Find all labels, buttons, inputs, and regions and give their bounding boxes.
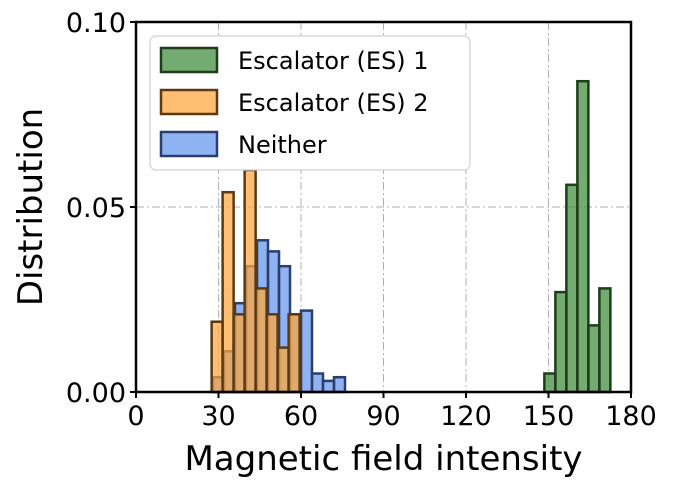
y-tick-label: 0.00	[66, 378, 126, 409]
y-tick-label: 0.05	[66, 193, 126, 224]
bar-escalator-es-2	[232, 313, 246, 394]
y-tick-label: 0.10	[66, 8, 126, 39]
legend-swatch	[159, 88, 219, 116]
x-tick-label: 90	[366, 401, 400, 432]
x-tick-label: 120	[440, 401, 492, 432]
bar-escalator-es-1	[554, 290, 568, 394]
tick-labels: 0 30 60 90 120 150 180 0.00 0.05 0.10	[66, 8, 657, 432]
bar-escalator-es-2	[254, 287, 268, 394]
bar-escalator-es-1	[543, 372, 557, 394]
legend-label: Neither	[238, 131, 327, 159]
x-tick-label: 180	[605, 401, 657, 432]
legend-swatch	[159, 46, 219, 74]
legend-box	[149, 35, 471, 171]
bar-escalator-es-2	[265, 313, 279, 394]
legend-label: Escalator (ES) 2	[238, 89, 429, 117]
bar-escalator-es-1	[565, 183, 579, 394]
bar-neither	[310, 372, 325, 394]
bar-escalator-es-1	[598, 287, 612, 394]
x-tick-label: 60	[284, 401, 318, 432]
bar-escalator-es-1	[576, 79, 590, 394]
legend-item-neither: Neither	[159, 130, 327, 159]
y-axis-label: Distribution	[11, 108, 51, 306]
bar-escalator-es-2	[221, 190, 235, 394]
x-tick-label: 30	[201, 401, 235, 432]
bar-escalator-es-1	[587, 324, 601, 394]
bar-escalator-es-2	[210, 320, 224, 394]
legend-item-escalator-es-2: Escalator (ES) 2	[159, 88, 429, 117]
legend: Escalator (ES) 1 Escalator (ES) 2 Neither	[149, 35, 471, 171]
bar-escalator-es-2	[287, 313, 301, 394]
x-axis-label: Magnetic field intensity	[184, 439, 582, 479]
x-tick-label: 0	[127, 401, 144, 432]
bar-escalator-es-2	[276, 346, 290, 394]
legend-swatch	[159, 130, 219, 158]
bar-neither	[299, 309, 314, 394]
x-tick-label: 150	[523, 401, 575, 432]
legend-label: Escalator (ES) 1	[238, 47, 429, 75]
bar-neither	[321, 379, 336, 394]
series-escalator-es-1	[543, 79, 612, 394]
legend-item-escalator-es-1: Escalator (ES) 1	[159, 46, 429, 75]
bar-neither	[332, 375, 347, 394]
bar-escalator-es-2	[243, 168, 257, 394]
